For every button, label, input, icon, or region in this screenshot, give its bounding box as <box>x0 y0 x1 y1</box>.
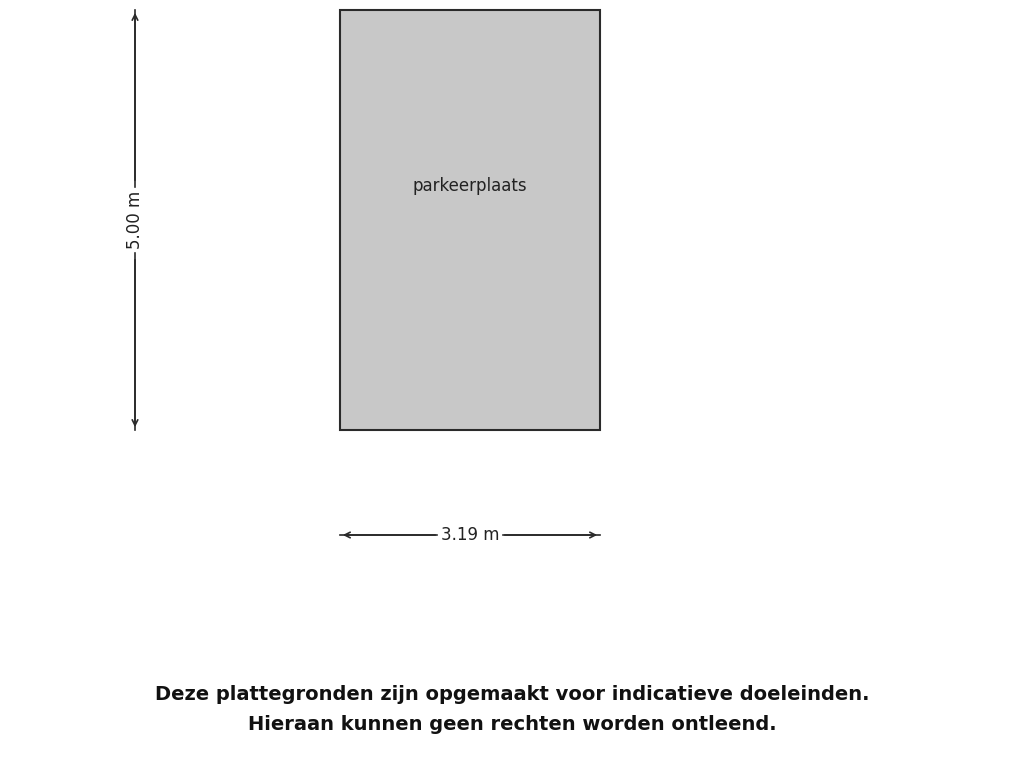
Text: Hieraan kunnen geen rechten worden ontleend.: Hieraan kunnen geen rechten worden ontle… <box>248 716 776 734</box>
Text: Deze plattegronden zijn opgemaakt voor indicatieve doeleinden.: Deze plattegronden zijn opgemaakt voor i… <box>155 686 869 704</box>
Text: parkeerplaats: parkeerplaats <box>413 177 527 195</box>
Bar <box>340 10 600 430</box>
Text: 3.19 m: 3.19 m <box>440 526 500 544</box>
Text: 5.00 m: 5.00 m <box>126 191 144 249</box>
